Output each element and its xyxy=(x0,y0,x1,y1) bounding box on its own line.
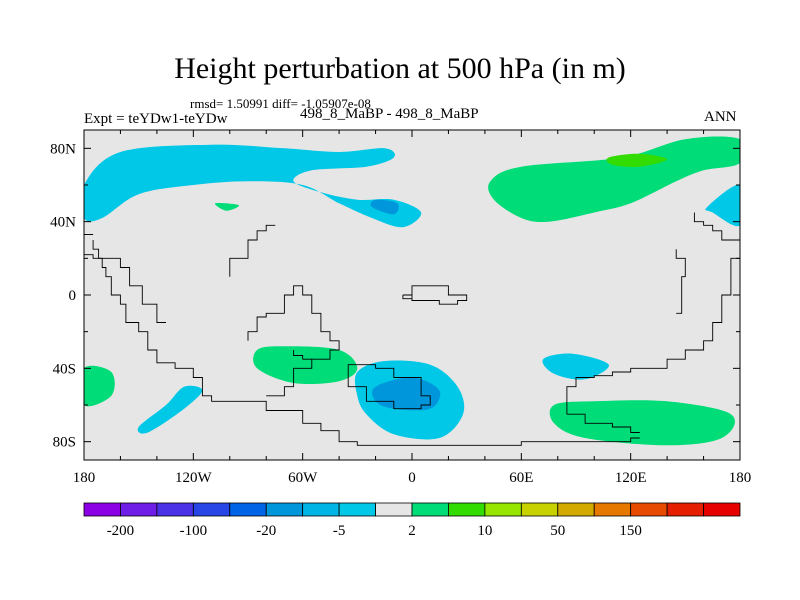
colorbar-swatch xyxy=(192,502,231,517)
colorbar-label: 50 xyxy=(550,523,565,539)
stats-line: rmsd= 1.50991 diff= -1.05907e-08 xyxy=(190,96,371,111)
coastline-segment xyxy=(84,249,640,446)
colorbar-swatch xyxy=(120,502,158,517)
coastline-segment xyxy=(84,230,94,235)
region-south-pacific-positive xyxy=(253,346,358,384)
colorbar-label: -100 xyxy=(180,523,208,539)
coastline-segment xyxy=(229,224,276,277)
colorbar-label: -200 xyxy=(107,523,135,539)
region-east-asia-negative xyxy=(705,184,740,227)
y-tick-label: 40N xyxy=(50,215,76,231)
colorbar-label: 10 xyxy=(477,523,492,539)
coastline-segment xyxy=(675,249,686,314)
colorbar-swatch xyxy=(520,502,559,517)
colorbar-swatch xyxy=(448,502,486,517)
colorbar-swatch xyxy=(375,502,413,517)
region-south-atlantic-core xyxy=(372,377,441,411)
colorbar-swatch xyxy=(265,502,304,517)
colorbar-swatch xyxy=(703,502,741,517)
coastline-segment xyxy=(347,364,431,410)
colorbar-swatch xyxy=(557,502,595,517)
colorbar-swatch xyxy=(338,502,376,517)
colorbar-label: -20 xyxy=(256,523,276,539)
x-tick-label: 60E xyxy=(509,470,533,486)
region-indian-ocean-negative xyxy=(542,353,609,380)
y-tick-label: 80N xyxy=(50,141,76,157)
season-label: ANN xyxy=(704,109,737,125)
coastline-segment xyxy=(92,240,166,323)
axis-layer: 180 120W 60W 0 60E 120E 180 80N 40N 0 40S 80S xyxy=(50,130,751,486)
x-tick-label: 0 xyxy=(408,470,416,486)
colorbar-swatch xyxy=(484,502,522,517)
colorbar-swatch xyxy=(666,502,704,517)
colorbar-swatch xyxy=(156,502,194,517)
field-layer xyxy=(84,130,740,460)
region-south-indian-positive xyxy=(549,400,735,446)
x-tick-label: 120E xyxy=(615,470,647,486)
x-tick-label: 180 xyxy=(729,470,752,486)
coastline-segment xyxy=(293,350,312,360)
y-tick-label: 80S xyxy=(53,435,76,451)
chart-title: Height perturbation at 500 hPa (in m) xyxy=(174,52,626,85)
colorbar-swatch xyxy=(411,502,449,517)
x-tick-label: 60W xyxy=(288,470,318,486)
y-tick-label: 0 xyxy=(69,288,77,304)
experiment-label: Expt = teYDw1-teYDw xyxy=(84,111,228,127)
colorbar-swatch xyxy=(83,502,121,517)
coastline-segment xyxy=(247,285,340,397)
region-eurasia-positive xyxy=(488,136,740,223)
y-tick-label: 40S xyxy=(53,361,76,377)
region-arctic-positive-core xyxy=(606,153,668,168)
coastline-segment xyxy=(693,212,740,241)
experiment-names: 498_8_MaBP - 498_8_MaBP xyxy=(300,106,479,122)
colorbar-label: -5 xyxy=(333,523,346,539)
region-north-pacific-core xyxy=(370,199,399,215)
colorbar: -200 -100 -20 -5 2 10 50 150 xyxy=(83,502,741,539)
region-southwest-pacific-negative xyxy=(137,385,203,434)
x-tick-label: 120W xyxy=(175,470,213,486)
colorbar-swatch xyxy=(229,502,267,517)
region-north-pacific-negative xyxy=(84,144,422,228)
colorbar-label: 2 xyxy=(408,523,416,539)
colorbar-swatch xyxy=(302,502,340,517)
colorbar-label: 150 xyxy=(619,523,642,539)
colorbar-swatch xyxy=(630,502,668,517)
x-tick-label: 180 xyxy=(73,470,96,486)
coastline-layer xyxy=(84,212,740,446)
region-far-west-positive xyxy=(84,365,115,407)
region-north-atlantic-small-positive xyxy=(214,203,240,211)
colorbar-swatch xyxy=(593,502,632,517)
coastline-segment xyxy=(566,240,740,433)
coastline-segment xyxy=(402,285,468,305)
